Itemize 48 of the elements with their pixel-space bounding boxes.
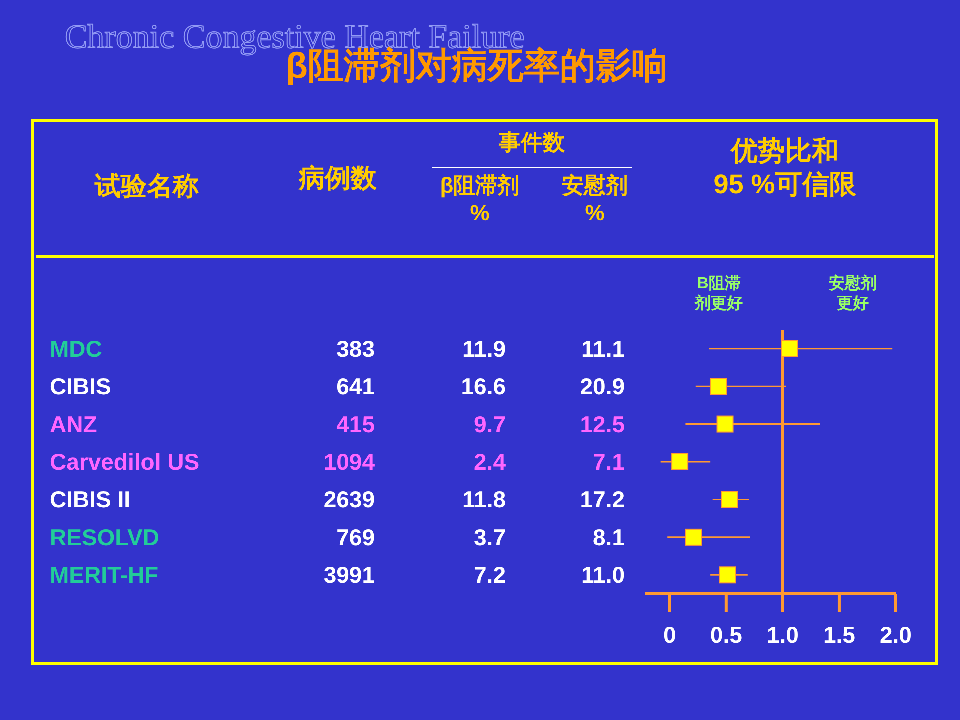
text: MERIT-HF <box>50 562 159 588</box>
point <box>672 454 689 470</box>
text: MDC <box>50 336 102 362</box>
text: Carvedilol US <box>50 449 200 475</box>
text: 1094 <box>324 449 376 475</box>
text: β阻滞剂 % <box>440 172 520 226</box>
text: 17.2 <box>580 486 625 513</box>
text: 769 <box>336 524 375 550</box>
point <box>685 528 702 546</box>
text: 试验名称 <box>94 171 199 201</box>
text: 11.1 <box>582 336 626 362</box>
text: 8.1 <box>593 524 626 550</box>
text: 12.5 <box>580 411 626 438</box>
text: 7.1 <box>593 449 626 475</box>
text: 2639 <box>324 486 375 513</box>
point <box>781 340 798 358</box>
text: B阻滞剂更好 <box>694 274 743 312</box>
text: 安慰剂 % <box>562 172 628 226</box>
text: 3991 <box>324 562 376 588</box>
point <box>721 491 738 508</box>
text: 2.4 <box>474 449 506 475</box>
text: 优势比和 95 %可信限 <box>714 136 858 200</box>
x-tick-label: 1.0 <box>766 622 799 648</box>
text: 病例数 <box>298 163 378 193</box>
point <box>716 416 734 433</box>
x-tick-label: 1.5 <box>823 622 856 648</box>
x-tick-label: 0 <box>663 622 676 648</box>
point <box>719 566 736 584</box>
x-tick-label: 2.0 <box>880 622 912 648</box>
text: 3.7 <box>474 524 506 550</box>
text: 641 <box>336 374 376 400</box>
x-tick-label: 0.5 <box>710 622 743 648</box>
text: 9.7 <box>474 411 506 438</box>
text: 7.2 <box>474 562 506 588</box>
text: CIBIS II <box>50 486 131 513</box>
text: 安慰剂更好 <box>829 273 877 312</box>
text: 16.6 <box>461 374 506 400</box>
text: 11.8 <box>462 486 506 513</box>
text: RESOLVD <box>50 524 160 550</box>
point <box>710 378 727 396</box>
text: 20.9 <box>580 374 625 400</box>
text: CIBIS <box>50 374 112 400</box>
text: 11.9 <box>462 336 506 362</box>
text: 11.0 <box>582 562 625 588</box>
text: 383 <box>336 336 375 362</box>
text: 事件数 <box>498 130 566 155</box>
text: 415 <box>336 411 376 438</box>
text: ANZ <box>50 411 98 438</box>
